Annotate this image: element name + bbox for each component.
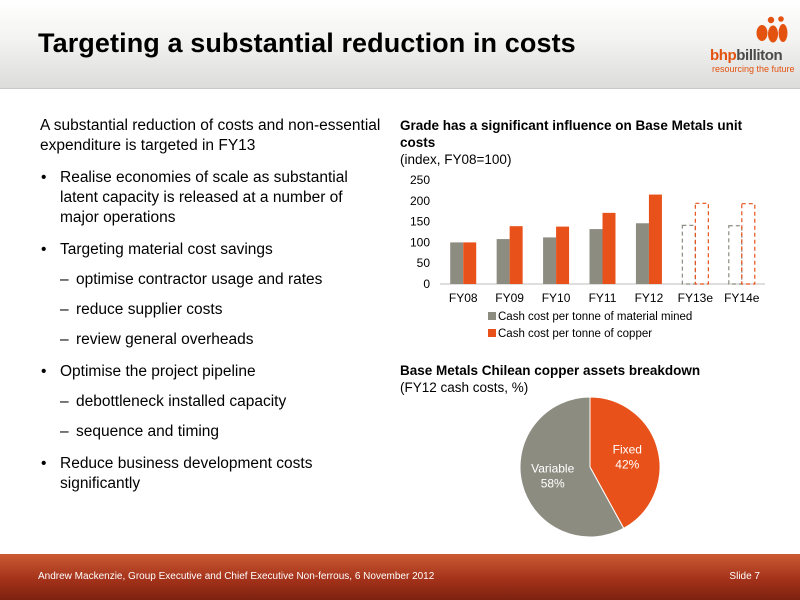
bar-material-mined xyxy=(543,237,557,284)
sub-bullet-text: sequence and timing xyxy=(76,423,220,440)
bar-copper xyxy=(694,202,709,285)
slide-title: Targeting a substantial reduction in cos… xyxy=(38,28,576,58)
legend-swatch xyxy=(488,329,496,337)
bullet-glyph: • xyxy=(41,169,47,186)
chart1-title: Grade has a significant influence on Bas… xyxy=(400,118,743,150)
slide-number: Slide 7 xyxy=(729,571,760,582)
bar-material-mined xyxy=(450,242,464,284)
dash-glyph: – xyxy=(60,423,69,440)
pie-slice-variable xyxy=(519,396,625,538)
logo-mark-icon xyxy=(756,16,788,43)
sub-bullet-item: – sequence and timing xyxy=(40,422,385,442)
sub-bullet-item: – review general overheads xyxy=(40,330,385,350)
chart2-subtitle: (FY12 cash costs, %) xyxy=(400,380,529,395)
x-tick-label: FY10 xyxy=(542,291,571,305)
bullet-text: Realise economies of scale as substantia… xyxy=(60,169,348,226)
bar-copper xyxy=(556,226,570,284)
unit-cost-bar-chart: 0 50 100 150 200 250 FY08 FY09 FY10 FY11 FY12 FY13e… xyxy=(410,173,765,340)
bhp-billiton-logo: bhpbilliton resourcing the future xyxy=(708,16,795,74)
sub-bullet-text: debottleneck installed capacity xyxy=(76,393,287,410)
intro-paragraph: A substantial reduction of costs and non… xyxy=(40,117,381,154)
bullet-item: • Targeting material cost savings xyxy=(40,240,385,260)
bar-copper xyxy=(741,203,756,285)
x-tick-label: FY11 xyxy=(589,291,617,305)
x-tick-label: FY13e xyxy=(678,291,714,305)
sub-bullet-text: review general overheads xyxy=(76,331,254,348)
bar-material-mined xyxy=(681,224,696,285)
logo-tagline: resourcing the future xyxy=(712,64,795,74)
pie-slice-fixed xyxy=(589,396,661,530)
dash-glyph: – xyxy=(60,393,69,410)
logo-wordmark-bhp: bhp xyxy=(710,47,737,64)
bullet-item: • Realise economies of scale as substanti… xyxy=(40,168,385,228)
bar-copper xyxy=(509,226,523,284)
y-tick-label: 250 xyxy=(410,173,430,187)
slide-header: Targeting a substantial reduction in cos… xyxy=(0,0,800,89)
y-tick-label: 200 xyxy=(410,194,430,208)
y-tick-label: 50 xyxy=(417,256,431,270)
logo-wordmark: bhpbilliton xyxy=(710,47,783,64)
x-tick-label: FY14e xyxy=(724,291,760,305)
x-tick-label: FY12 xyxy=(635,291,664,305)
sub-bullet-item: – debottleneck installed capacity xyxy=(40,392,385,412)
bullet-item: • Reduce business development costs signi… xyxy=(40,454,385,494)
dash-glyph: – xyxy=(60,301,69,318)
pie-label: Fixed xyxy=(613,442,642,456)
bar-copper xyxy=(648,194,662,284)
pie-value-label: 42% xyxy=(615,457,639,471)
y-tick-label: 100 xyxy=(410,235,430,249)
sub-bullet-item: – optimise contractor usage and rates xyxy=(40,270,385,290)
pie-label: Variable xyxy=(531,462,574,476)
bar-material-mined xyxy=(635,223,649,284)
content-text-column: A substantial reduction of costs and non… xyxy=(40,116,385,494)
bar-copper xyxy=(463,242,477,284)
bar-material-mined xyxy=(496,239,510,284)
bullet-text: Targeting material cost savings xyxy=(60,241,273,258)
bar-copper xyxy=(602,212,616,284)
y-tick-label: 150 xyxy=(410,215,430,229)
legend-label: Cash cost per tonne of copper xyxy=(498,328,652,340)
bar-material-mined xyxy=(728,225,743,285)
bullet-glyph: • xyxy=(41,455,47,472)
y-tick-label: 0 xyxy=(423,277,430,291)
bar-material-mined xyxy=(589,229,603,284)
bullet-glyph: • xyxy=(41,363,47,380)
bullet-text: Optimise the project pipeline xyxy=(60,363,256,380)
chart1-heading: Grade has a significant influence on Bas… xyxy=(400,117,760,168)
sub-bullet-text: reduce supplier costs xyxy=(76,301,223,318)
dash-glyph: – xyxy=(60,331,69,348)
chart1-subtitle: (index, FY08=100) xyxy=(400,152,512,167)
dash-glyph: – xyxy=(60,271,69,288)
bullet-glyph: • xyxy=(41,241,47,258)
sub-bullet-text: optimise contractor usage and rates xyxy=(76,271,323,288)
slide-footer: Andrew Mackenzie, Group Executive and Ch… xyxy=(0,554,800,600)
bullet-text: Reduce business development costs signif… xyxy=(60,455,313,492)
chart2-heading: Base Metals Chilean copper assets breakd… xyxy=(400,362,760,396)
legend-label: Cash cost per tonne of material mined xyxy=(498,311,692,323)
x-tick-label: FY09 xyxy=(495,291,524,305)
bullet-list: • Realise economies of scale as substanti… xyxy=(40,168,385,494)
bullet-item: • Optimise the project pipeline xyxy=(40,362,385,382)
pie-value-label: 58% xyxy=(541,477,565,491)
chart2-title: Base Metals Chilean copper assets breakd… xyxy=(400,363,701,378)
logo-wordmark-billiton: billiton xyxy=(736,47,783,64)
sub-bullet-item: – reduce supplier costs xyxy=(40,300,385,320)
legend-swatch xyxy=(488,312,496,320)
x-tick-label: FY08 xyxy=(449,291,478,305)
footer-presenter: Andrew Mackenzie, Group Executive and Ch… xyxy=(38,571,435,582)
